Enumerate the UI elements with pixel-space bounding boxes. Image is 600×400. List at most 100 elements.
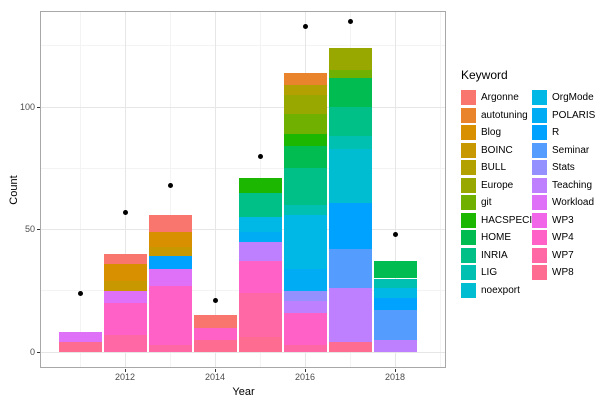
bar-2016-segment-POLARIS: [283, 268, 327, 291]
bar-2016-segment-Teaching: [283, 300, 327, 313]
legend-swatch-OrgMode: [532, 90, 547, 105]
bar-2012-segment-Workload: [103, 290, 147, 303]
legend-label: INRIA: [481, 249, 508, 261]
bar-2017-segment-R: [328, 202, 372, 250]
legend-label: WP3: [552, 214, 574, 226]
legend-label: LIG: [481, 267, 498, 278]
bar-2015-segment-HACSPECIS: [238, 178, 282, 193]
legend-item-Argonne: Argonne: [461, 90, 532, 105]
bar-2018-segment-OrgMode: [373, 288, 417, 299]
x-tick: [214, 369, 216, 372]
bar-2013-segment-Argonne: [148, 214, 192, 232]
legend-item-INRIA: INRIA: [461, 247, 532, 263]
legend-label: git: [481, 197, 492, 208]
bar-2013-segment-WP4: [148, 285, 192, 345]
bar-2014-segment-Argonne: [193, 315, 237, 328]
gridline-x-minor: [439, 12, 441, 367]
legend-label: noexport: [481, 284, 520, 296]
gridline-x-minor: [169, 12, 171, 367]
legend-label: Seminar: [552, 144, 590, 156]
legend-label: OrgMode: [552, 92, 594, 103]
point-2014: [212, 298, 218, 304]
bar-2017-segment-INRIA: [328, 107, 372, 137]
x-tick: [124, 369, 126, 372]
y-tick-label: 0: [29, 346, 35, 357]
x-axis-title: Year: [232, 386, 255, 398]
bar-2012-segment-BOINC: [103, 280, 147, 291]
x-tick: [304, 369, 306, 372]
legend-item-Stats: Stats: [532, 160, 595, 175]
legend-swatch-Seminar: [532, 142, 547, 158]
legend-swatch-Workload: [532, 195, 547, 210]
point-2012: [122, 209, 128, 215]
legend-item-autotuning: autotuning: [461, 107, 532, 123]
bar-2013-segment-WP7: [148, 344, 192, 352]
gridline-x-major: [214, 12, 216, 367]
bar-2012-segment-WP4: [103, 303, 147, 335]
bar-2016-segment-git: [283, 114, 327, 134]
bar-2016-segment-autotuning: [283, 72, 327, 85]
x-tick-label: 2016: [294, 372, 316, 382]
bar-2013-segment-Blog: [148, 231, 192, 247]
bar-2016-segment-Stats: [283, 290, 327, 301]
legend-label: WP4: [552, 232, 574, 243]
legend-item-Seminar: Seminar: [532, 142, 595, 158]
bar-2016-segment-WP7: [283, 344, 327, 352]
legend-label: Argonne: [481, 92, 519, 103]
x-tick-label: 2012: [114, 372, 136, 382]
bar-2012-segment-WP7: [103, 334, 147, 352]
gridline-x-major: [124, 12, 126, 367]
gridline-y-minor: [41, 167, 445, 169]
legend-item-Blog: Blog: [461, 125, 532, 140]
legend-column-1: Argonne autotuning Blog BOINC BULL Europe git H…: [461, 90, 539, 300]
bar-2012-segment-Blog: [103, 263, 147, 281]
legend-label: HACSPECIS: [481, 214, 539, 226]
bar-2018-segment-LIG: [373, 278, 417, 289]
bar-2011-segment-WP8: [58, 342, 102, 352]
bar-2017-segment-LIG: [328, 136, 372, 149]
point-2016: [302, 23, 308, 29]
point-2018: [392, 231, 398, 237]
gridline-x-minor: [79, 12, 81, 367]
bar-2016-segment-LIG: [283, 205, 327, 215]
bar-2017-segment-Europe: [328, 48, 372, 71]
bar-2017-segment-WP8: [328, 342, 372, 352]
bar-2015-segment-POLARIS: [238, 231, 282, 242]
legend-item-WP3: WP3: [532, 212, 595, 228]
legend-label: WP8: [552, 267, 574, 278]
legend-label: Blog: [481, 127, 502, 138]
bar-2015-segment-WP4: [238, 261, 282, 294]
gridline-y-major: [41, 106, 445, 108]
legend-swatch-Argonne: [461, 90, 476, 105]
x-tick-label: 2018: [384, 372, 406, 382]
bar-2018-segment-Teaching: [373, 339, 417, 352]
legend-swatch-Blog: [461, 125, 476, 140]
legend-swatch-WP4: [532, 230, 547, 245]
legend-swatch-noexport: [461, 282, 476, 298]
legend-item-WP8: WP8: [532, 265, 595, 280]
legend-item-HACSPECIS: HACSPECIS: [461, 212, 539, 228]
legend-swatch-WP3: [532, 212, 547, 228]
legend-swatch-INRIA: [461, 247, 476, 263]
bar-2015-segment-WP8: [238, 337, 282, 352]
legend-item-LIG: LIG: [461, 265, 532, 280]
legend-label: autotuning: [481, 109, 528, 121]
legend-swatch-autotuning: [461, 107, 476, 123]
legend-item-Teaching: Teaching: [532, 177, 595, 193]
legend-item-WP7: WP7: [532, 247, 595, 263]
bar-2018-segment-Seminar: [373, 310, 417, 340]
bar-2015-segment-OrgMode: [238, 217, 282, 232]
legend-swatch-HOME: [461, 230, 476, 245]
y-tick: [37, 351, 40, 353]
x-tick: [394, 369, 396, 372]
y-tick: [37, 229, 40, 230]
legend-swatch-git: [461, 195, 476, 210]
bar-2016-segment-Europe: [283, 94, 327, 115]
point-2011: [77, 290, 83, 296]
bar-2016-segment-WP4: [283, 312, 327, 345]
legend-label: R: [552, 127, 560, 138]
bar-2017-segment-Teaching: [328, 288, 372, 343]
legend-swatch-HACSPECIS: [461, 212, 476, 228]
legend-item-noexport: noexport: [461, 282, 532, 298]
bar-2017-segment-noexport: [328, 148, 372, 203]
